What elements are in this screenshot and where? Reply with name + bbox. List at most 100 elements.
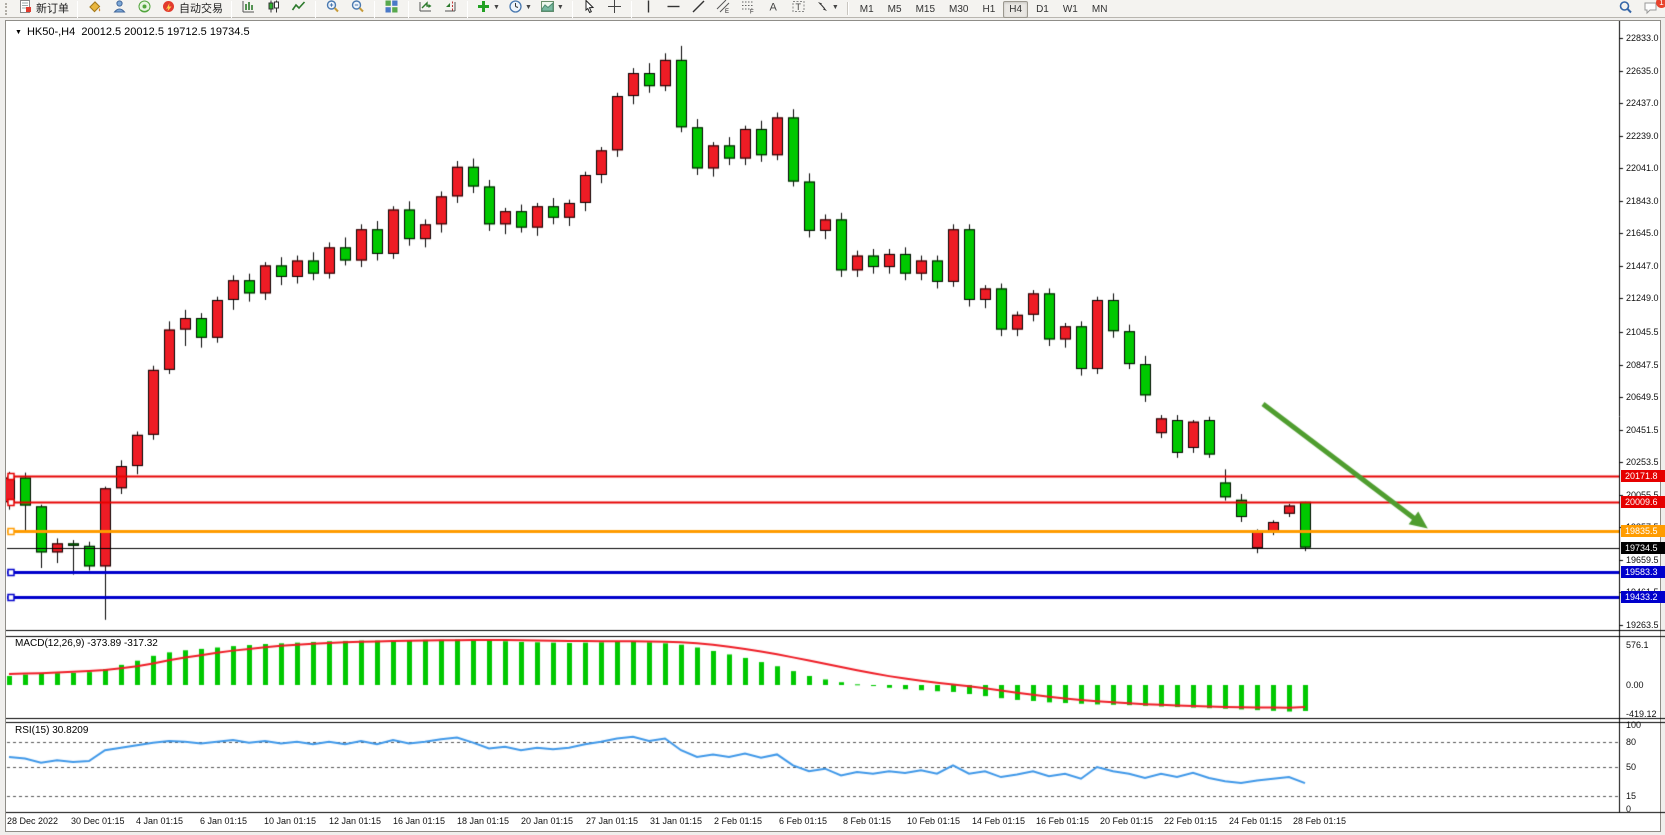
timeframe-button-h1[interactable]: H1 <box>982 4 996 15</box>
styler-button[interactable] <box>83 0 106 17</box>
cursor-button[interactable] <box>578 0 601 17</box>
price-axis-tick: 19659.5 <box>1626 555 1659 565</box>
equidistant-channel-button[interactable]: E <box>712 0 735 17</box>
macd-axis-tick: 0.00 <box>1626 680 1644 690</box>
signals-button[interactable] <box>133 0 156 17</box>
channel-icon: E <box>716 0 731 17</box>
main-toolbar: 新订单 自动交易 ▼ ▼ ▼ E F A T ▼ M1 M5 M15 M30 H1 H4 D1 W1 MN 1 <box>0 0 1665 18</box>
zoom-out-icon <box>350 0 365 17</box>
linechart-icon <box>291 0 306 17</box>
price-level-label: 20009.6 <box>1621 496 1665 508</box>
date-axis-label: 14 Feb 01:15 <box>972 816 1026 826</box>
date-axis-label: 12 Jan 01:15 <box>329 816 382 826</box>
text-label-button[interactable]: T <box>787 0 810 17</box>
autotrade-icon <box>161 0 176 17</box>
auto-scroll-button[interactable] <box>414 0 437 17</box>
date-axis-label: 22 Feb 01:15 <box>1164 816 1218 826</box>
price-axis-tick: 21249.0 <box>1626 293 1659 303</box>
arrows-button[interactable]: ▼ <box>812 0 842 17</box>
candles-icon <box>266 0 281 17</box>
zoom-out-button[interactable] <box>346 0 369 17</box>
date-axis-label: 8 Feb 01:15 <box>843 816 892 826</box>
autotrade-button[interactable]: 自动交易 <box>158 0 226 17</box>
timeframe-button-h4[interactable]: H4 <box>1003 1 1029 18</box>
chart-window: ▼ HK50-,H4 20012.5 20012.5 19712.5 19734.… <box>5 20 1665 833</box>
notifications-button[interactable]: 1 <box>1639 0 1665 18</box>
rsi-axis-tick: 50 <box>1626 762 1637 772</box>
date-axis-label: 4 Jan 01:15 <box>136 816 184 826</box>
vline-icon <box>641 0 656 17</box>
timeframe-button-d1[interactable]: D1 <box>1036 4 1049 15</box>
indicators-button[interactable]: ▼ <box>473 0 503 17</box>
date-axis-label: 6 Feb 01:15 <box>779 816 828 826</box>
date-axis-label: 24 Feb 01:15 <box>1229 816 1283 826</box>
price-axis-tick: 22041.0 <box>1626 163 1659 173</box>
price-level-label: 19583.3 <box>1621 566 1665 578</box>
fibo-icon: F <box>741 0 756 17</box>
macd-indicator-label: MACD(12,26,9) -373.89 -317.32 <box>15 638 158 649</box>
vertical-line-button[interactable] <box>637 0 660 17</box>
bar-chart-button[interactable] <box>237 0 260 17</box>
dropdown-arrow-icon[interactable]: ▼ <box>831 4 839 11</box>
dropdown-arrow-icon[interactable]: ▼ <box>524 4 532 11</box>
date-axis-label: 6 Jan 01:15 <box>200 816 248 826</box>
tile-windows-button[interactable] <box>380 0 403 17</box>
new-order-button[interactable]: 新订单 <box>15 0 72 17</box>
periods-button[interactable]: ▼ <box>505 0 535 17</box>
date-axis-label: 27 Jan 01:15 <box>586 816 639 826</box>
chart-canvas[interactable] <box>6 21 1665 833</box>
signal-icon <box>137 0 152 17</box>
price-level-label: 20171.8 <box>1621 470 1665 482</box>
timeframe-button-mn[interactable]: MN <box>1091 4 1108 15</box>
horizontal-line-button[interactable] <box>662 0 685 17</box>
timeframe-button-m30[interactable]: M30 <box>949 4 969 15</box>
dropdown-arrow-icon[interactable]: ▼ <box>556 4 564 11</box>
macd-axis-tick: -419.12 <box>1626 709 1657 719</box>
chart-symbol-dropdown-icon[interactable]: ▼ <box>15 29 22 36</box>
date-axis-label: 28 Feb 01:15 <box>1293 816 1347 826</box>
crosshair-button[interactable] <box>603 0 626 17</box>
price-axis-tick: 21843.0 <box>1626 196 1659 206</box>
template-icon <box>540 0 555 17</box>
arrows-icon <box>815 0 830 17</box>
chart-shift-button[interactable] <box>439 0 462 17</box>
timeframe-button-m1[interactable]: M1 <box>859 4 874 15</box>
text-button[interactable]: A <box>762 0 785 17</box>
price-axis-tick: 19263.5 <box>1626 620 1659 630</box>
date-axis-label: 10 Feb 01:15 <box>907 816 961 826</box>
price-axis-tick: 22239.0 <box>1626 131 1659 141</box>
date-axis-label: 20 Feb 01:15 <box>1100 816 1154 826</box>
price-level-label: 19835.5 <box>1621 525 1665 537</box>
fibonacci-button[interactable]: F <box>737 0 760 17</box>
chart-symbol-period: HK50-,H4 <box>26 26 76 38</box>
indicators-icon <box>476 0 491 17</box>
svg-text:E: E <box>725 9 729 14</box>
zoom-in-button[interactable] <box>321 0 344 17</box>
date-axis-label: 2 Feb 01:15 <box>714 816 763 826</box>
svg-text:A: A <box>769 1 777 13</box>
templates-button[interactable]: ▼ <box>537 0 567 17</box>
dropdown-arrow-icon[interactable]: ▼ <box>493 4 500 11</box>
rsi-axis-tick: 100 <box>1626 720 1642 730</box>
macd-axis-tick: 576.1 <box>1626 640 1649 650</box>
timeframe-button-w1[interactable]: W1 <box>1062 4 1078 15</box>
trendline-button[interactable] <box>687 0 710 17</box>
rsi-indicator-label: RSI(15) 30.8209 <box>15 725 89 736</box>
new-order-icon <box>18 0 33 17</box>
community-button[interactable] <box>108 0 131 17</box>
timeframe-button-m15[interactable]: M15 <box>915 4 936 15</box>
candlestick-chart-button[interactable] <box>262 0 285 17</box>
price-axis-tick: 21045.5 <box>1626 327 1659 337</box>
price-level-label: 19734.5 <box>1621 542 1665 554</box>
price-axis-tick: 21447.0 <box>1626 261 1659 271</box>
toolbar-grip[interactable] <box>5 2 11 15</box>
chart-title[interactable]: ▼ HK50-,H4 20012.5 20012.5 19712.5 19734.… <box>15 26 250 38</box>
search-button[interactable] <box>1614 0 1637 18</box>
line-chart-button[interactable] <box>287 0 310 17</box>
cursor-icon <box>582 0 597 17</box>
timeframe-button-m5[interactable]: M5 <box>887 4 902 15</box>
clock-icon <box>508 0 523 17</box>
bucket-icon <box>87 0 102 17</box>
price-axis-tick: 20055.5 <box>1626 490 1659 500</box>
price-axis-tick: 22437.0 <box>1626 98 1659 108</box>
